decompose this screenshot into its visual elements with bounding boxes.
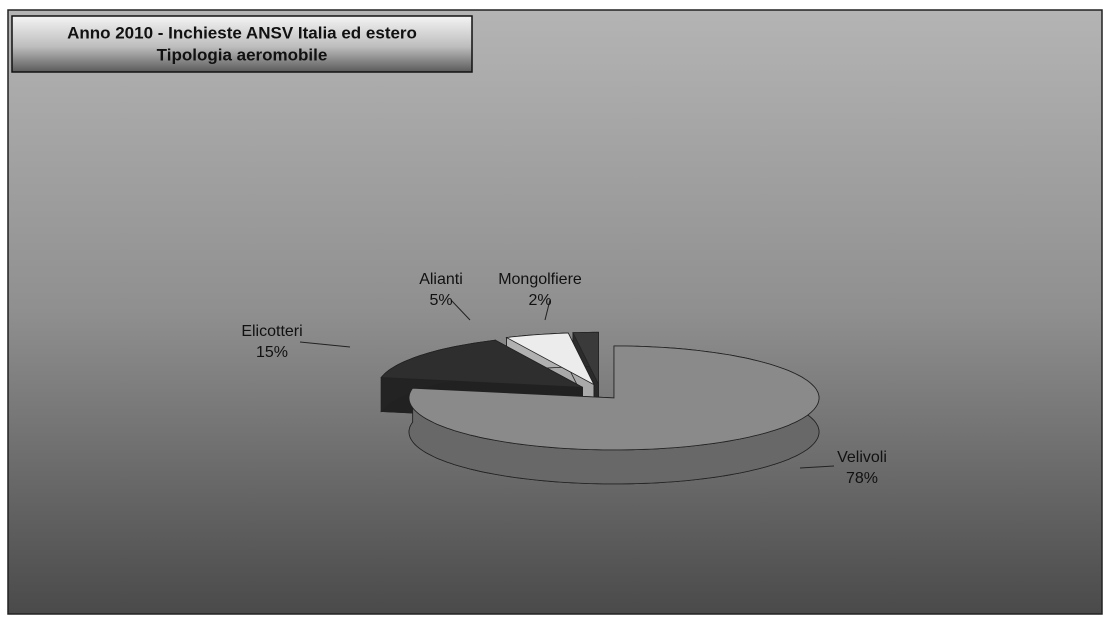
slice-label: Elicotteri [241, 323, 302, 340]
chart-title: Anno 2010 - Inchieste ANSV Italia ed est… [67, 23, 417, 42]
pie-slice [408, 345, 820, 485]
leader-line [544, 299, 551, 321]
leader-line [299, 341, 351, 348]
title-box [11, 15, 473, 73]
leader-line [450, 299, 471, 321]
plot-background [7, 9, 1103, 615]
slice-label: Velivoli [837, 449, 887, 466]
slice-top [572, 331, 599, 385]
slice-label: Alianti [419, 271, 463, 288]
slice-top [380, 339, 583, 388]
slice-value-label: 15% [256, 344, 288, 361]
slice-label: Mongolfiere [498, 271, 582, 288]
slice-top [408, 345, 820, 451]
leader-line [799, 465, 835, 469]
slice-value-label: 2% [528, 292, 551, 309]
slice-value-label: 5% [429, 292, 452, 309]
slice-top [505, 332, 595, 386]
slice-value-label: 78% [846, 470, 878, 487]
pie [380, 331, 820, 485]
chart-subtitle: Tipologia aeromobile [157, 45, 328, 64]
